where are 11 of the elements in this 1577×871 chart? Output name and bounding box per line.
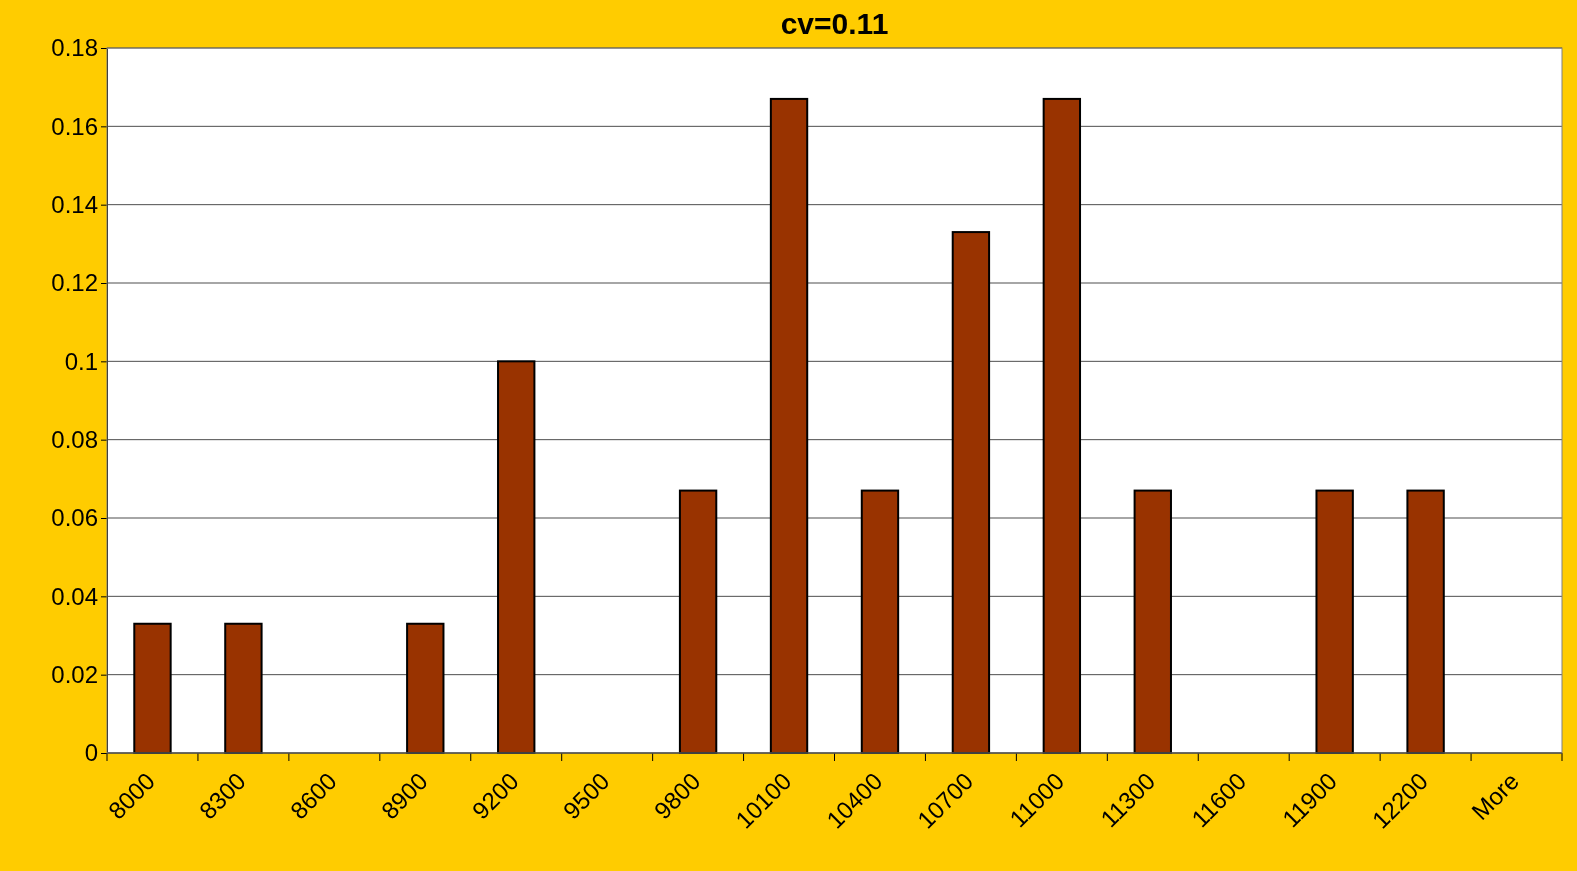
y-tick-label: 0.04 xyxy=(51,582,98,610)
chart-title: cv=0.11 xyxy=(780,7,889,40)
y-tick-label: 0.14 xyxy=(51,190,98,218)
y-tick-label: 0.06 xyxy=(51,504,98,532)
y-tick-label: 0.16 xyxy=(51,112,98,140)
y-tick-label: 0.02 xyxy=(51,660,98,688)
y-tick-label: 0 xyxy=(84,739,98,767)
y-tick-label: 0.18 xyxy=(51,34,98,62)
y-tick-label: 0.1 xyxy=(64,347,98,375)
y-tick-label: 0.12 xyxy=(51,269,98,297)
y-tick-label: 0.08 xyxy=(51,425,98,453)
